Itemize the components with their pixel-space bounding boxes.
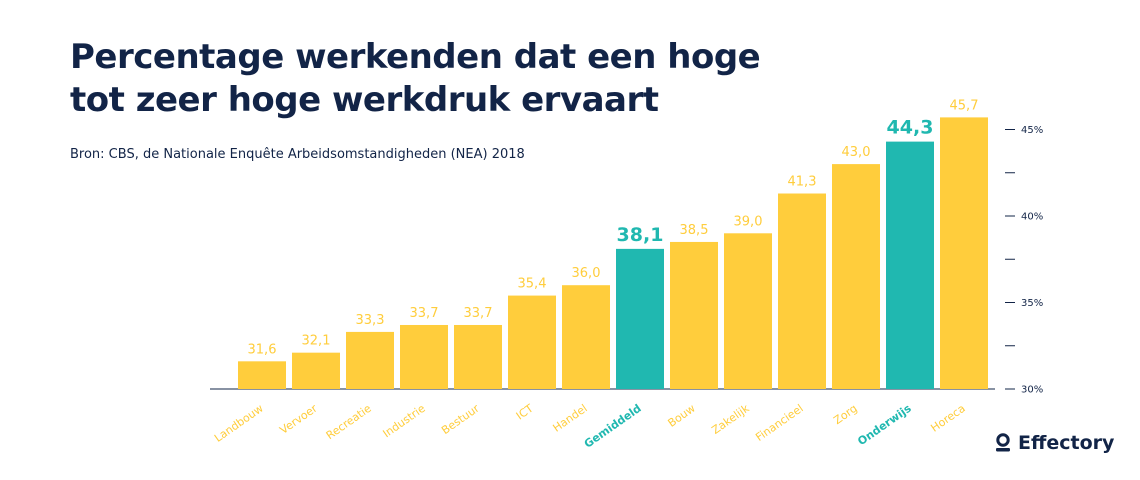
bar-vervoer xyxy=(292,352,340,389)
bar-industrie xyxy=(400,324,448,389)
y-tick-label-45: 45% xyxy=(1021,125,1043,136)
data-label-ict: 35,4 xyxy=(518,277,547,292)
category-label-horeca: Horeca xyxy=(928,402,967,435)
category-label-financieel: Financieel xyxy=(753,402,805,444)
bar-financieel xyxy=(778,193,826,389)
data-label-recreatie: 33,3 xyxy=(356,313,385,328)
bar-recreatie xyxy=(346,331,394,389)
category-label-handel: Handel xyxy=(550,402,589,435)
chart-title: Percentage werkenden dat een hoge tot ze… xyxy=(70,36,761,122)
category-label-zakelijk: Zakelijk xyxy=(709,401,752,436)
data-label-zakelijk: 39,0 xyxy=(734,214,763,229)
category-label-bouw: Bouw xyxy=(665,402,697,430)
category-label-gemiddeld: Gemiddeld xyxy=(582,402,644,451)
y-tick-label-30: 30% xyxy=(1021,385,1043,396)
category-label-vervoer: Vervoer xyxy=(277,402,320,437)
data-label-zorg: 43,0 xyxy=(842,145,871,160)
category-label-recreatie: Recreatie xyxy=(324,402,374,443)
data-label-horeca: 45,7 xyxy=(950,98,979,113)
category-label-bestuur: Bestuur xyxy=(439,402,482,437)
effectory-logo-icon xyxy=(996,433,1010,452)
bar-landbouw xyxy=(238,361,286,389)
chart-title-line-1: Percentage werkenden dat een hoge xyxy=(70,37,761,77)
bar-horeca xyxy=(940,117,988,389)
bar-zorg xyxy=(832,164,880,389)
bar-handel xyxy=(562,285,610,389)
data-label-gemiddeld: 38,1 xyxy=(617,224,664,246)
effectory-logo: Effectory xyxy=(994,432,1114,454)
data-label-bouw: 38,5 xyxy=(680,223,709,238)
effectory-logo-text: Effectory xyxy=(1018,432,1115,454)
data-label-onderwijs: 44,3 xyxy=(887,117,934,139)
data-label-handel: 36,0 xyxy=(572,266,601,281)
data-label-industrie: 33,7 xyxy=(410,306,439,321)
bar-zakelijk xyxy=(724,233,772,389)
category-label-zorg: Zorg xyxy=(831,402,859,427)
chart-source: Bron: CBS, de Nationale Enquête Arbeidso… xyxy=(70,147,525,162)
category-label-ict: ICT xyxy=(514,402,536,423)
bar-gemiddeld xyxy=(616,248,664,389)
data-label-vervoer: 32,1 xyxy=(302,334,331,349)
bar-onderwijs xyxy=(886,141,934,389)
chart-title-line-2: tot zeer hoge werkdruk ervaart xyxy=(70,80,659,120)
data-label-financieel: 41,3 xyxy=(788,175,817,190)
bar-ict xyxy=(508,295,556,389)
category-label-onderwijs: Onderwijs xyxy=(855,402,914,449)
bar-bouw xyxy=(670,241,718,389)
y-tick-label-40: 40% xyxy=(1021,212,1043,223)
bar-bestuur xyxy=(454,324,502,389)
data-label-landbouw: 31,6 xyxy=(248,342,277,357)
data-label-bestuur: 33,7 xyxy=(464,306,493,321)
category-label-industrie: Industrie xyxy=(380,402,427,441)
y-tick-label-35: 35% xyxy=(1021,298,1043,309)
category-label-landbouw: Landbouw xyxy=(212,402,266,445)
